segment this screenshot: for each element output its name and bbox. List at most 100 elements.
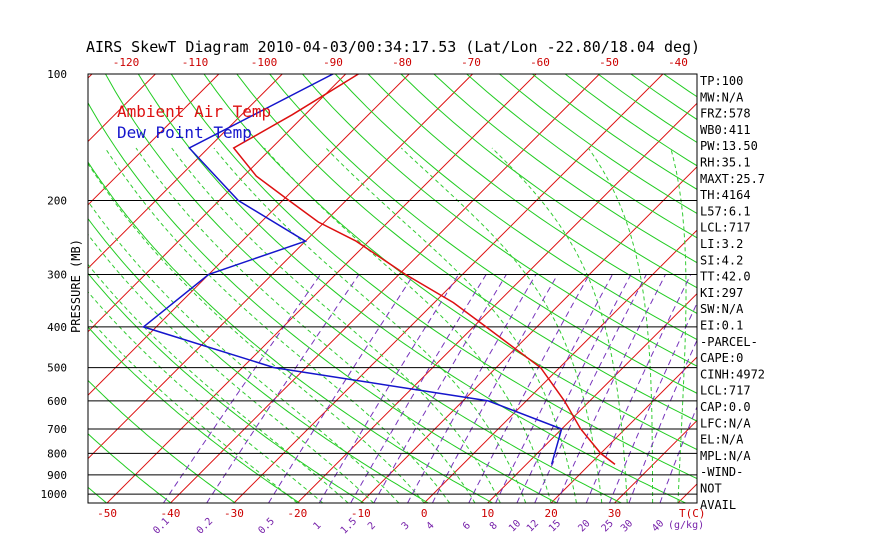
top-temp-tick-label: -50 — [599, 56, 619, 69]
mixing-ratio-label: 8 — [488, 520, 500, 532]
index-entry: TT:42.0 — [700, 270, 751, 284]
pressure-tick-label: 400 — [47, 321, 67, 334]
index-entry: EL:N/A — [700, 433, 744, 447]
isotherm-line — [88, 74, 473, 460]
index-entry: LFC:N/A — [700, 416, 751, 430]
mixing-ratio-line — [162, 274, 321, 503]
top-temp-tick-label: -100 — [251, 56, 278, 69]
mixing-ratio-line — [659, 405, 697, 503]
moist-adiabat-line — [491, 147, 628, 503]
dry-adiabat-line — [334, 74, 697, 341]
index-entry: MPL:N/A — [700, 449, 751, 463]
isotherm-line — [233, 74, 664, 503]
isotherm-line — [296, 102, 697, 503]
index-entry: TH:4164 — [700, 188, 751, 202]
pressure-tick-label: 100 — [47, 68, 67, 81]
mixing-ratio-line — [468, 274, 590, 503]
series-line — [141, 74, 563, 465]
dry-adiabat-line — [88, 379, 236, 503]
legend-entry: Dew Point Temp — [117, 123, 252, 142]
dry-adiabat-line — [88, 433, 172, 503]
skewt-grid — [0, 74, 870, 503]
index-entry: SI:4.2 — [700, 253, 743, 267]
pressure-tick-label: 300 — [47, 268, 67, 281]
pressure-tick-label: 800 — [47, 447, 67, 460]
legend-entry: Ambient Air Temp — [117, 102, 271, 121]
isotherm-line — [614, 419, 697, 503]
dry-adiabat-line — [137, 74, 686, 503]
isotherm-line — [106, 74, 537, 503]
mixing-ratio-line — [628, 339, 697, 503]
pressure-tick-label: 600 — [47, 395, 67, 408]
index-entry: LI:3.2 — [700, 237, 743, 251]
isotherm-line — [170, 74, 600, 503]
sounding-profiles — [141, 74, 616, 465]
dry-adiabat-line — [0, 74, 42, 503]
dry-adiabat-line — [663, 74, 697, 98]
temp-tick-label: -10 — [351, 507, 371, 520]
mixing-ratio-label: 25 — [600, 518, 616, 534]
top-temp-tick-label: -40 — [668, 56, 688, 69]
pressure-tick-label: 200 — [47, 194, 67, 207]
temp-tick-label: 30 — [608, 507, 621, 520]
mixing-ratio-line — [268, 274, 415, 503]
moist-adiabat-line — [104, 147, 451, 503]
top-temp-tick-label: -80 — [392, 56, 412, 69]
temp-tick-label: -50 — [97, 507, 117, 520]
dry-adiabat-line — [400, 74, 697, 289]
dry-adiabat-line — [88, 272, 365, 503]
mixing-ratio-label: 4 — [425, 520, 437, 532]
top-temp-tick-label: -60 — [530, 56, 550, 69]
mixing-ratio-line — [609, 302, 697, 503]
moist-adiabat-line — [264, 147, 552, 503]
dry-adiabat-line — [302, 74, 697, 367]
index-entry: MW:N/A — [700, 90, 744, 104]
mixing-ratio-label: 6 — [461, 520, 473, 532]
pressure-tick-label: 500 — [47, 362, 67, 375]
mixing-ratio-line — [585, 274, 692, 503]
index-entry: WB0:411 — [700, 123, 751, 137]
index-entry: MAXT:25.7 — [700, 172, 765, 186]
mixing-ratio-line — [556, 274, 666, 503]
moist-adiabat-line — [135, 147, 476, 503]
dry-adiabat-line — [88, 101, 558, 503]
mixing-ratio-label: 20 — [576, 518, 592, 534]
pressure-tick-label: 900 — [47, 469, 67, 482]
stability-indices: TP:100 MW:N/A FRZ:578 WB0:411 PW:13.50 RH:35.… — [700, 74, 765, 512]
plot-frame — [87, 73, 698, 504]
dry-adiabat-line — [88, 217, 429, 503]
temp-tick-label: -40 — [161, 507, 181, 520]
dry-adiabat-line — [762, 74, 870, 503]
mixing-ratio-line — [407, 274, 537, 503]
dry-adiabat-line — [367, 74, 697, 314]
dry-adiabat-line — [105, 74, 622, 503]
index-entry: LCL:717 — [700, 221, 751, 235]
dry-adiabat-line — [499, 74, 697, 215]
mixing-ratio-label: 12 — [525, 518, 541, 534]
index-entry: -PARCEL- — [700, 335, 758, 349]
temp-tick-label: -30 — [224, 507, 244, 520]
mixing-ratio-line — [534, 274, 647, 503]
dry-adiabat-line — [88, 161, 493, 503]
dry-adiabat-line — [236, 74, 697, 422]
top-temp-tick-label: -90 — [323, 56, 343, 69]
mixing-ratio-label: 3 — [400, 520, 412, 532]
isotherm-line — [88, 74, 410, 396]
mixing-ratio-line — [318, 274, 460, 503]
top-temp-tick-label: -120 — [113, 56, 140, 69]
mixing-ratio-unit-label: (g/kg) — [668, 520, 704, 531]
moist-adiabat-line — [88, 162, 425, 503]
dry-adiabat-line — [203, 74, 697, 451]
moist-adiabat-line — [213, 147, 527, 503]
top-temp-tick-label: -70 — [461, 56, 481, 69]
index-entry: NOT — [700, 482, 722, 496]
temp-tick-label: 10 — [481, 507, 494, 520]
mixing-ratio-label: 1 — [312, 520, 324, 532]
isotherm-line — [360, 166, 697, 503]
index-entry: RH:35.1 — [700, 156, 751, 170]
isotherm-line — [550, 356, 697, 503]
pressure-tick-label: 1000 — [41, 488, 68, 501]
dry-adiabat-line — [88, 326, 300, 503]
mixing-ratio-line — [431, 274, 559, 503]
